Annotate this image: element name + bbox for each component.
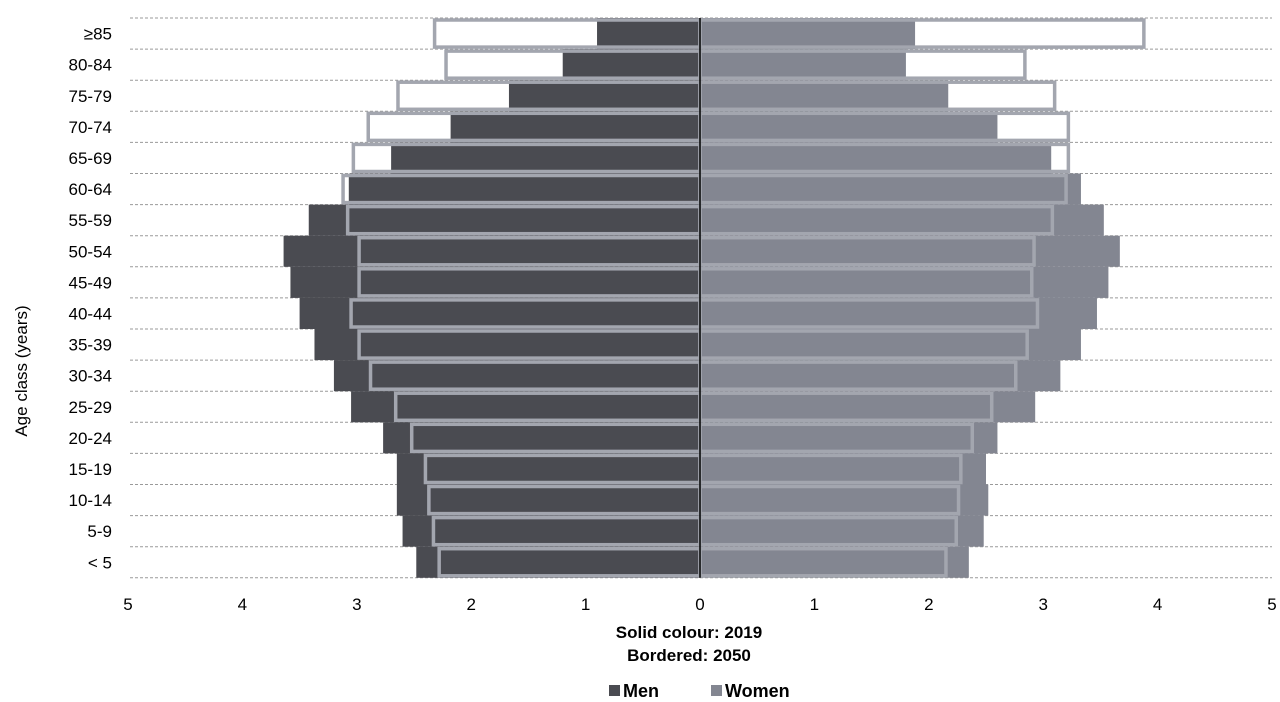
x-tick-label: 2 bbox=[466, 595, 475, 614]
bar-women-2019 bbox=[700, 111, 998, 143]
age-class-label: 25-29 bbox=[69, 398, 112, 417]
x-tick-label: 0 bbox=[695, 595, 704, 614]
age-class-label: 15-19 bbox=[69, 460, 112, 479]
bar-men-2019 bbox=[333, 360, 700, 392]
bar-women-2019 bbox=[700, 80, 949, 112]
y-axis-title: Age class (years) bbox=[12, 305, 31, 436]
bar-women-2019 bbox=[700, 360, 1061, 392]
bar-women-2019 bbox=[700, 204, 1104, 236]
bar-men-2019 bbox=[396, 453, 700, 485]
age-class-label: 65-69 bbox=[69, 149, 112, 168]
x-axis-title-line-1: Solid colour: 2019 bbox=[616, 623, 762, 642]
bar-men-2019 bbox=[562, 49, 700, 81]
bar-men-2019 bbox=[597, 18, 700, 50]
bar-men-2019 bbox=[290, 266, 700, 298]
legend-label-women: Women bbox=[725, 681, 790, 701]
legend: Men Women bbox=[609, 681, 790, 701]
bar-women-2019 bbox=[700, 484, 989, 516]
bar-men-2019 bbox=[402, 515, 700, 547]
bar-men-2019 bbox=[450, 111, 700, 143]
bar-men-2019 bbox=[508, 80, 700, 112]
legend-label-men: Men bbox=[623, 681, 659, 701]
bar-women-2019 bbox=[700, 546, 969, 578]
x-tick-label: 1 bbox=[810, 595, 819, 614]
bar-women-2019 bbox=[700, 391, 1036, 423]
age-class-label: 55-59 bbox=[69, 211, 112, 230]
bar-men-2019 bbox=[299, 297, 700, 329]
legend-swatch-men bbox=[609, 685, 620, 696]
bar-men-2019 bbox=[383, 422, 700, 454]
legend-swatch-women bbox=[711, 685, 722, 696]
x-tick-label: 3 bbox=[1038, 595, 1047, 614]
bar-women-2019 bbox=[700, 297, 1097, 329]
age-class-label: 80-84 bbox=[69, 56, 112, 75]
age-class-label: 20-24 bbox=[69, 429, 112, 448]
age-class-label: 50-54 bbox=[69, 242, 112, 261]
bar-women-2019 bbox=[700, 329, 1081, 361]
bar-men-2019 bbox=[396, 484, 700, 516]
bar-men-2019 bbox=[416, 546, 700, 578]
bar-women-2019 bbox=[700, 142, 1052, 174]
age-class-label: 35-39 bbox=[69, 336, 112, 355]
bar-women-2019 bbox=[700, 266, 1109, 298]
bar-men-2019 bbox=[348, 173, 700, 205]
bar-women-2019 bbox=[700, 515, 984, 547]
bars-2019 bbox=[283, 18, 1120, 578]
age-class-label: 40-44 bbox=[69, 304, 112, 323]
age-class-label: 45-49 bbox=[69, 273, 112, 292]
age-class-label: 70-74 bbox=[69, 118, 112, 137]
bar-men-2019 bbox=[314, 329, 700, 361]
bar-women-2019 bbox=[700, 18, 916, 50]
bar-men-2019 bbox=[308, 204, 700, 236]
x-tick-label: 5 bbox=[123, 595, 132, 614]
x-tick-label: 5 bbox=[1267, 595, 1276, 614]
bar-women-2019 bbox=[700, 422, 998, 454]
x-axis-title-line-2: Bordered: 2050 bbox=[627, 646, 751, 665]
age-class-label: 10-14 bbox=[69, 491, 112, 510]
age-class-label: 30-34 bbox=[69, 367, 112, 386]
bar-men-2019 bbox=[283, 235, 700, 267]
age-class-label: 75-79 bbox=[69, 87, 112, 106]
age-class-label: 60-64 bbox=[69, 180, 112, 199]
bar-men-2019 bbox=[351, 391, 700, 423]
bar-women-2019 bbox=[700, 453, 986, 485]
age-class-labels: < 5 5-9 10-14 15-19 20-24 25-29 30-34 35-39 40-4… bbox=[69, 25, 112, 573]
x-tick-label: 1 bbox=[581, 595, 590, 614]
age-class-label: ≥85 bbox=[84, 25, 112, 44]
bar-women-2019 bbox=[700, 235, 1120, 267]
x-tick-label: 3 bbox=[352, 595, 361, 614]
bar-women-2019 bbox=[700, 173, 1081, 205]
x-tick-label: 4 bbox=[238, 595, 247, 614]
bar-men-2019 bbox=[391, 142, 700, 174]
x-tick-labels: 5 4 3 2 1 0 1 2 3 4 5 bbox=[123, 595, 1276, 614]
bar-women-2019 bbox=[700, 49, 906, 81]
age-class-label: < 5 bbox=[88, 553, 112, 572]
x-tick-label: 4 bbox=[1153, 595, 1162, 614]
age-class-label: 5-9 bbox=[87, 522, 112, 541]
x-tick-label: 2 bbox=[924, 595, 933, 614]
